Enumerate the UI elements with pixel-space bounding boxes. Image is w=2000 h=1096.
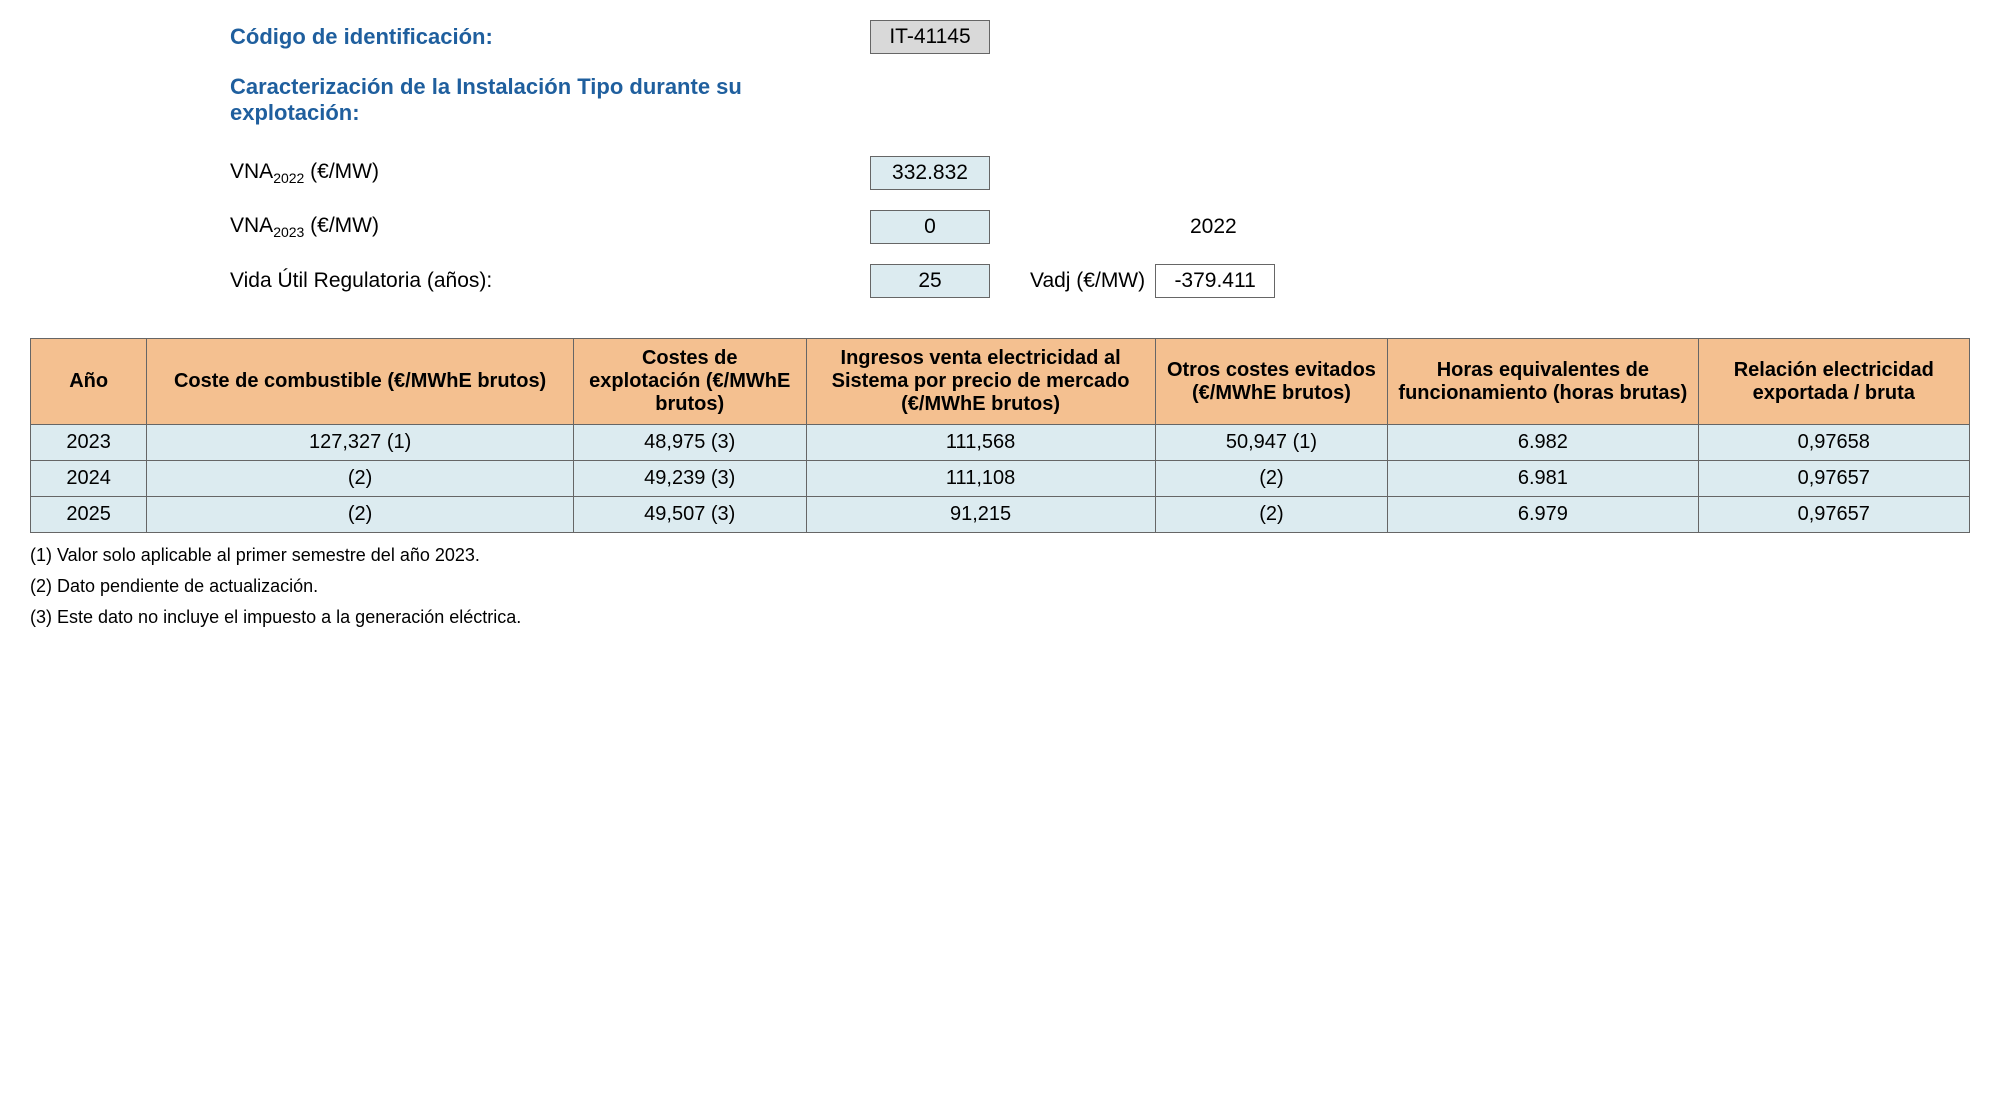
cell: 91,215 <box>806 497 1155 533</box>
vna2023-row: VNA2023 (€/MW) 0 2022 <box>230 210 1970 244</box>
vna2023-label: VNA2023 (€/MW) <box>230 214 870 240</box>
side-year: 2022 <box>1190 215 1237 239</box>
footnote-1: (1) Valor solo aplicable al primer semes… <box>30 545 1970 566</box>
cell: (2) <box>147 497 574 533</box>
section-title-row: Caracterización de la Instalación Tipo d… <box>230 74 1970 126</box>
table-row: 2023 127,327 (1) 48,975 (3) 111,568 50,9… <box>31 425 1970 461</box>
cell: 0,97657 <box>1698 461 1970 497</box>
cell: 6.982 <box>1388 425 1698 461</box>
code-label: Código de identificación: <box>230 24 870 50</box>
vna2022-label: VNA2022 (€/MW) <box>230 160 870 186</box>
section-title: Caracterización de la Instalación Tipo d… <box>230 74 870 126</box>
cell: (2) <box>147 461 574 497</box>
col-ratio: Relación electricidad exportada / bruta <box>1698 339 1970 425</box>
vna2023-sub: 2023 <box>273 224 304 240</box>
cell: 2024 <box>31 461 147 497</box>
cell: 49,239 (3) <box>573 461 806 497</box>
cell: 50,947 (1) <box>1155 425 1388 461</box>
cell: 2025 <box>31 497 147 533</box>
cell: 49,507 (3) <box>573 497 806 533</box>
data-table: Año Coste de combustible (€/MWhE brutos)… <box>30 338 1970 533</box>
vida-value: 25 <box>870 264 990 298</box>
col-avoided-cost: Otros costes evitados (€/MWhE brutos) <box>1155 339 1388 425</box>
table-row: 2024 (2) 49,239 (3) 111,108 (2) 6.981 0,… <box>31 461 1970 497</box>
col-income: Ingresos venta electricidad al Sistema p… <box>806 339 1155 425</box>
col-year: Año <box>31 339 147 425</box>
cell: 111,568 <box>806 425 1155 461</box>
vadj-value: -379.411 <box>1155 264 1275 298</box>
table-row: 2025 (2) 49,507 (3) 91,215 (2) 6.979 0,9… <box>31 497 1970 533</box>
code-row: Código de identificación: IT-41145 <box>230 20 1970 54</box>
vna2022-prefix: VNA <box>230 160 273 183</box>
vna2022-row: VNA2022 (€/MW) 332.832 <box>230 156 1970 190</box>
vna2022-sub: 2022 <box>273 170 304 186</box>
cell: 48,975 (3) <box>573 425 806 461</box>
footnote-3: (3) Este dato no incluye el impuesto a l… <box>30 607 1970 628</box>
vadj-label: Vadj (€/MW) <box>1030 269 1145 293</box>
table-header: Año Coste de combustible (€/MWhE brutos)… <box>31 339 1970 425</box>
col-exploit-cost: Costes de explotación (€/MWhE brutos) <box>573 339 806 425</box>
cell: 2023 <box>31 425 147 461</box>
table-body: 2023 127,327 (1) 48,975 (3) 111,568 50,9… <box>31 425 1970 533</box>
vna2023-suffix: (€/MW) <box>304 214 379 237</box>
cell: 0,97658 <box>1698 425 1970 461</box>
cell: 127,327 (1) <box>147 425 574 461</box>
col-fuel-cost: Coste de combustible (€/MWhE brutos) <box>147 339 574 425</box>
vna2022-suffix: (€/MW) <box>304 160 379 183</box>
code-value: IT-41145 <box>870 20 990 54</box>
footnote-2: (2) Dato pendiente de actualización. <box>30 576 1970 597</box>
col-hours: Horas equivalentes de funcionamiento (ho… <box>1388 339 1698 425</box>
cell: (2) <box>1155 461 1388 497</box>
footnotes: (1) Valor solo aplicable al primer semes… <box>30 545 1970 628</box>
cell: 0,97657 <box>1698 497 1970 533</box>
vna2023-value: 0 <box>870 210 990 244</box>
vna2022-value: 332.832 <box>870 156 990 190</box>
cell: (2) <box>1155 497 1388 533</box>
cell: 111,108 <box>806 461 1155 497</box>
cell: 6.981 <box>1388 461 1698 497</box>
vida-label: Vida Útil Regulatoria (años): <box>230 269 870 293</box>
header-section: Código de identificación: IT-41145 Carac… <box>230 20 1970 298</box>
cell: 6.979 <box>1388 497 1698 533</box>
vida-row: Vida Útil Regulatoria (años): 25 Vadj (€… <box>230 264 1970 298</box>
vna2023-prefix: VNA <box>230 214 273 237</box>
